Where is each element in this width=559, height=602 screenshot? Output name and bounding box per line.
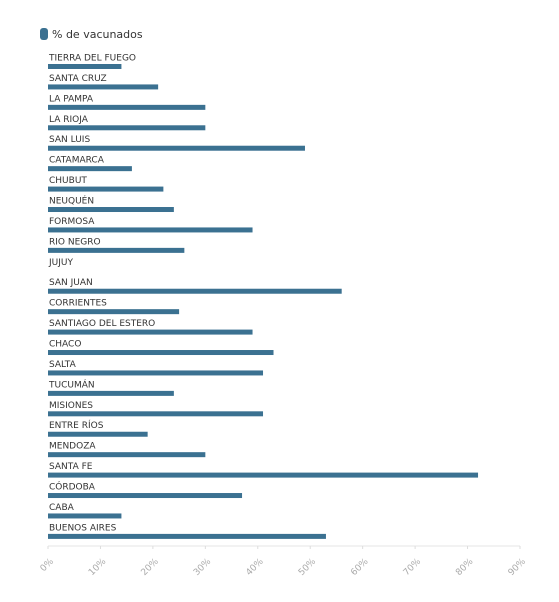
category-label: SANTA CRUZ (49, 74, 107, 84)
category-label: CHACO (49, 340, 81, 350)
category-label: JUJUY (48, 258, 73, 268)
bar (48, 247, 185, 253)
category-label: NEUQUÉN (49, 195, 94, 207)
category-label: MISIONES (49, 401, 93, 411)
bar (48, 166, 132, 172)
bar (48, 104, 206, 110)
category-label: MENDOZA (49, 442, 96, 452)
bar (48, 227, 253, 233)
x-tick-label: 10% (87, 557, 109, 579)
bar (48, 309, 180, 315)
bar (48, 207, 174, 213)
x-tick-label: 0% (39, 557, 56, 574)
bar (48, 431, 148, 437)
category-label: TIERRA DEL FUEGO (48, 54, 136, 64)
category-label: CHUBUT (49, 176, 87, 186)
bar (48, 125, 206, 131)
category-label: BUENOS AIRES (49, 523, 117, 533)
category-label: CÓRDOBA (49, 481, 96, 493)
bar (48, 84, 159, 90)
bar (48, 288, 342, 294)
bar (48, 370, 264, 376)
x-tick-label: 20% (140, 557, 162, 579)
category-label: CATAMARCA (49, 156, 105, 166)
x-tick-label: 40% (244, 557, 266, 579)
bar (48, 350, 274, 356)
category-label: SAN LUIS (49, 135, 90, 145)
x-tick-label: 90% (507, 557, 529, 579)
category-label: FORMOSA (49, 217, 95, 227)
x-tick-label: 60% (349, 557, 371, 579)
category-label: CORRIENTES (49, 299, 107, 309)
category-label: SALTA (49, 360, 77, 370)
bar (48, 186, 164, 192)
legend-swatch (40, 28, 48, 40)
category-label: ENTRE RÍOS (49, 419, 104, 431)
bar (48, 64, 122, 69)
bar (48, 513, 122, 519)
category-label: LA RIOJA (49, 115, 89, 125)
x-tick-label: 80% (454, 557, 476, 579)
bar (48, 145, 305, 151)
x-tick-label: 70% (402, 557, 424, 579)
bar (48, 390, 174, 396)
bar (48, 411, 264, 417)
bar (48, 472, 479, 478)
category-label: SAN JUAN (49, 278, 93, 288)
category-label: SANTIAGO DEL ESTERO (49, 319, 155, 329)
category-label: RIO NEGRO (49, 237, 101, 247)
bar (48, 533, 326, 539)
bar (48, 493, 243, 499)
x-tick-label: 30% (192, 557, 214, 579)
bar (48, 452, 206, 458)
bar (48, 329, 253, 335)
category-label: CABA (49, 503, 75, 513)
category-label: LA PAMPA (49, 94, 94, 104)
legend-label: % de vacunados (52, 28, 143, 41)
category-label: TUCUMÁN (48, 378, 95, 390)
x-tick-label: 50% (297, 557, 319, 579)
category-label: SANTA FE (49, 462, 93, 472)
